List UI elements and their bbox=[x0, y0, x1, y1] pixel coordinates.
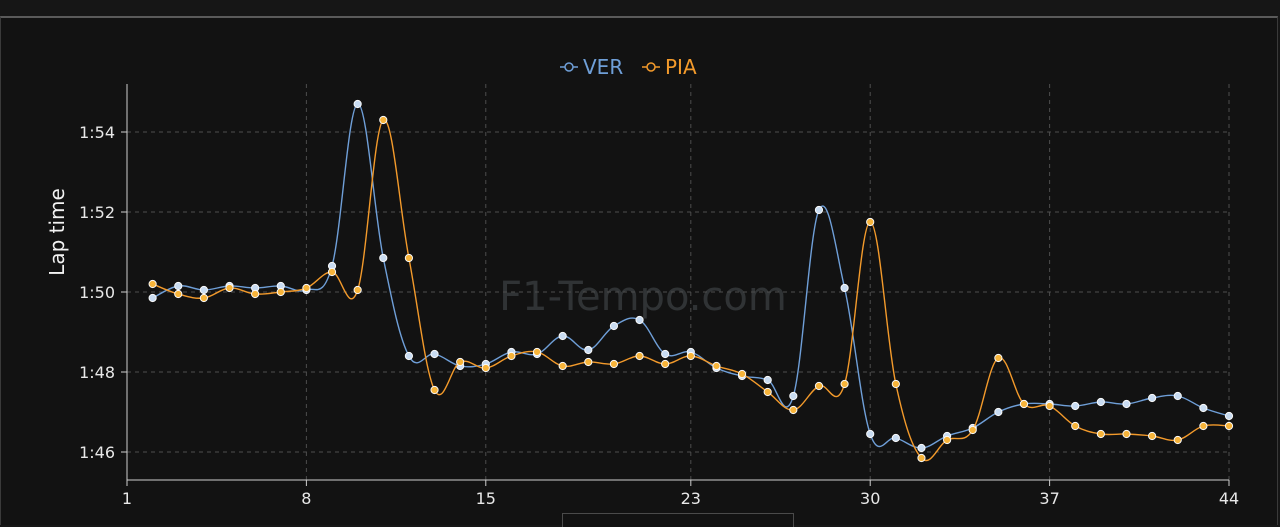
data-point-ver bbox=[404, 351, 414, 361]
data-point-pia bbox=[532, 347, 542, 357]
data-point-ver bbox=[148, 293, 157, 303]
data-point-pia bbox=[174, 289, 183, 299]
data-point-pia bbox=[276, 287, 285, 297]
legend-marker-icon bbox=[646, 62, 656, 72]
data-point-ver bbox=[1224, 411, 1234, 421]
data-point-pia bbox=[302, 283, 311, 293]
data-point-ver bbox=[558, 331, 567, 341]
data-point-ver bbox=[379, 253, 388, 263]
data-point-ver bbox=[1071, 401, 1080, 411]
data-point-ver bbox=[891, 433, 900, 443]
data-point-ver bbox=[609, 321, 619, 331]
series-layer bbox=[148, 99, 1234, 463]
data-point-ver bbox=[661, 349, 670, 359]
data-point-pia bbox=[1045, 401, 1054, 411]
data-point-ver bbox=[1173, 391, 1182, 401]
data-point-pia bbox=[1173, 435, 1182, 445]
data-point-pia bbox=[327, 267, 337, 277]
data-point-pia bbox=[814, 381, 824, 391]
data-point-ver bbox=[1148, 393, 1157, 403]
data-point-ver bbox=[199, 285, 208, 295]
data-point-pia bbox=[148, 279, 157, 289]
data-point-ver bbox=[584, 345, 593, 355]
y-axis-label: Lap time bbox=[45, 188, 69, 276]
data-point-ver bbox=[763, 375, 772, 385]
x-tick-label: 30 bbox=[860, 489, 880, 508]
data-point-ver bbox=[1096, 397, 1105, 407]
legend-marker-icon bbox=[564, 62, 574, 72]
data-point-pia bbox=[917, 453, 926, 463]
x-tick-label: 15 bbox=[476, 489, 496, 508]
data-point-pia bbox=[379, 115, 388, 125]
data-point-ver bbox=[866, 429, 875, 439]
data-point-pia bbox=[866, 217, 875, 227]
data-point-ver bbox=[994, 407, 1003, 417]
data-point-ver bbox=[1122, 399, 1131, 409]
data-point-pia bbox=[1096, 429, 1105, 439]
data-point-pia bbox=[840, 379, 849, 389]
data-point-pia bbox=[609, 359, 619, 369]
data-point-pia bbox=[251, 289, 260, 299]
data-point-ver bbox=[917, 443, 926, 453]
chart-panel bbox=[0, 16, 1278, 525]
data-point-pia bbox=[456, 357, 465, 367]
data-point-ver bbox=[430, 349, 439, 359]
data-point-ver bbox=[635, 315, 644, 325]
legend-item-ver[interactable]: VER bbox=[560, 55, 623, 79]
data-point-pia bbox=[635, 351, 644, 361]
data-point-pia bbox=[1224, 421, 1234, 431]
watermark: F1-Tempo.com bbox=[499, 274, 787, 320]
data-point-pia bbox=[1199, 421, 1208, 431]
data-point-pia bbox=[789, 405, 798, 415]
legend-label: VER bbox=[583, 55, 623, 79]
data-point-pia bbox=[353, 285, 362, 295]
x-tick-label: 44 bbox=[1219, 489, 1239, 508]
data-point-pia bbox=[968, 425, 977, 435]
data-point-ver bbox=[814, 205, 824, 215]
axes: 1 8 15 23 30 37 44 1:46 1:48 1:50 1:52 1:54 bbox=[79, 84, 1239, 508]
data-point-pia bbox=[763, 387, 772, 397]
y-tick-label: 1:46 bbox=[79, 443, 115, 462]
y-tick-label: 1:48 bbox=[79, 363, 115, 382]
data-point-pia bbox=[737, 369, 747, 379]
y-tick-label: 1:50 bbox=[79, 283, 115, 302]
legend-item-pia[interactable]: PIA bbox=[642, 55, 697, 79]
bottom-tab[interactable] bbox=[562, 513, 794, 527]
data-point-ver bbox=[840, 283, 849, 293]
data-point-ver bbox=[174, 281, 183, 291]
data-point-pia bbox=[686, 351, 695, 361]
data-point-pia bbox=[891, 379, 900, 389]
data-point-ver bbox=[789, 391, 798, 401]
data-point-pia bbox=[661, 359, 670, 369]
data-point-pia bbox=[430, 385, 439, 395]
series-pia bbox=[148, 115, 1234, 463]
legend[interactable]: VER PIA bbox=[560, 55, 697, 79]
data-point-pia bbox=[1071, 421, 1080, 431]
data-point-pia bbox=[1122, 429, 1131, 439]
x-tick-label: 37 bbox=[1039, 489, 1059, 508]
data-point-pia bbox=[712, 361, 721, 371]
x-tick-label: 1 bbox=[122, 489, 132, 508]
data-point-ver bbox=[353, 99, 362, 109]
data-point-ver bbox=[1199, 403, 1208, 413]
data-point-pia bbox=[404, 253, 414, 263]
data-point-pia bbox=[481, 363, 490, 373]
data-point-pia bbox=[584, 357, 593, 367]
y-tick-label: 1:52 bbox=[79, 203, 115, 222]
x-tick-label: 23 bbox=[681, 489, 701, 508]
data-point-pia bbox=[1019, 399, 1029, 409]
data-point-pia bbox=[1148, 431, 1157, 441]
data-point-pia bbox=[942, 435, 952, 445]
data-point-pia bbox=[225, 283, 234, 293]
data-point-pia bbox=[507, 351, 516, 361]
y-tick-label: 1:54 bbox=[79, 123, 115, 142]
legend-label: PIA bbox=[665, 55, 697, 79]
data-point-pia bbox=[558, 361, 567, 371]
data-point-pia bbox=[199, 293, 208, 303]
x-tick-label: 8 bbox=[301, 489, 311, 508]
data-point-pia bbox=[994, 353, 1003, 363]
